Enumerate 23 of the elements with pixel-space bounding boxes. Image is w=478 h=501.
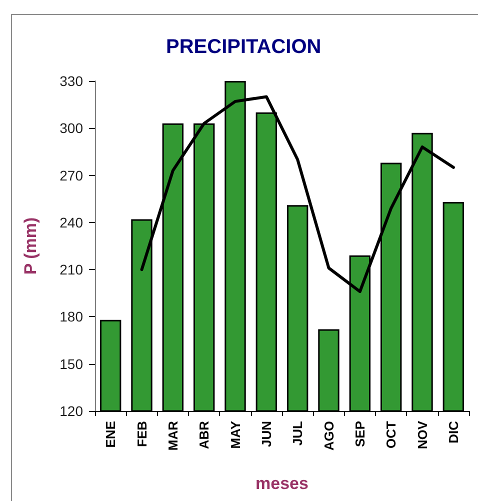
x-tick-label: MAY bbox=[228, 420, 243, 449]
chart-title: PRECIPITACION bbox=[166, 36, 322, 58]
y-axis-title: P (mm) bbox=[21, 217, 40, 275]
x-axis-title: meses bbox=[256, 474, 308, 493]
y-tick-label: 300 bbox=[60, 120, 84, 136]
x-tick-label: SEP bbox=[352, 420, 368, 448]
y-tick-label: 210 bbox=[60, 262, 84, 278]
x-tick-label: JUL bbox=[290, 420, 306, 446]
x-tick-label: DIC bbox=[446, 420, 461, 444]
y-tick-label: 150 bbox=[60, 356, 84, 372]
y-tick-label: 120 bbox=[60, 403, 84, 419]
x-tick-label: OCT bbox=[384, 420, 399, 448]
y-tick-label: 240 bbox=[60, 214, 84, 230]
x-tick-label: AGO bbox=[321, 421, 336, 451]
x-tick-label: FEB bbox=[134, 421, 150, 447]
x-tick-label: ENE bbox=[103, 420, 118, 448]
x-tick-label: NOV bbox=[414, 420, 430, 450]
y-tick-label: 330 bbox=[60, 73, 84, 89]
x-tick-label: MAR bbox=[165, 420, 180, 451]
y-tick-label: 270 bbox=[60, 167, 84, 184]
x-tick-label: JUN bbox=[258, 421, 274, 448]
x-tick-label: ABR bbox=[196, 420, 212, 450]
y-tick-label: 180 bbox=[60, 308, 84, 325]
